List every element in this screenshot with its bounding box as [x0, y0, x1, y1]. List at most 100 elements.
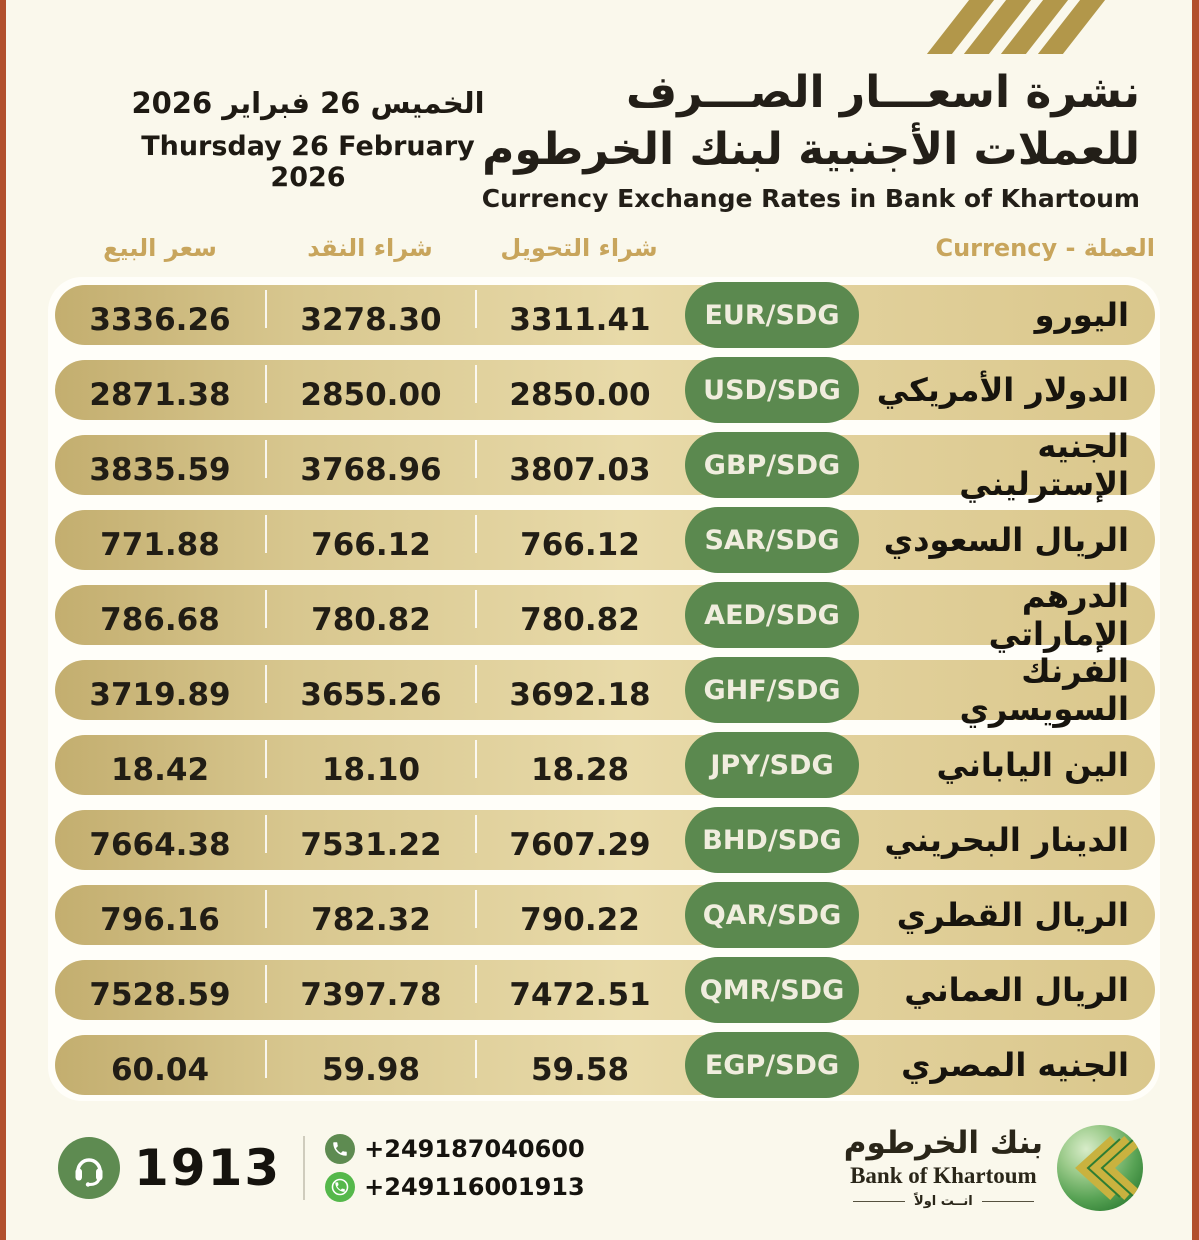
cash-buy-value: 59.98	[321, 1052, 421, 1088]
currency-name-arabic: الدرهم الإماراتي	[988, 577, 1129, 653]
column-divider	[475, 515, 477, 553]
sell-value: 3719.89	[89, 677, 231, 713]
cash-buy-value: 3278.30	[300, 302, 442, 338]
phone-icon	[325, 1134, 356, 1164]
transfer-buy-value: 3807.03	[509, 452, 651, 488]
bank-of-khartoum-logo: بنك الخرطوم Bank of Khartoum انــت اولاً	[844, 1125, 1143, 1211]
cash-buy-value: 766.12	[311, 527, 431, 563]
bank-name-arabic: بنك الخرطوم	[843, 1124, 1043, 1161]
column-header-cash-buy: شراء النقد	[307, 234, 433, 262]
tagline-line	[853, 1200, 906, 1202]
bank-tagline: انــت اولاً	[844, 1194, 1043, 1209]
left-border-strip	[0, 0, 6, 1240]
transfer-buy-value: 3311.41	[509, 302, 651, 338]
tagline-text: انــت اولاً	[914, 1193, 973, 1209]
table-header-row: سعر البيع شراء النقد شراء التحويل العملة…	[55, 234, 1155, 262]
footer: 1913 +249187040600 +249116001913	[58, 1118, 1143, 1218]
table-row: 771.88 766.12 766.12 الريال السعودي SAR/…	[55, 507, 1155, 573]
transfer-buy-value: 18.28	[530, 752, 630, 788]
column-divider	[475, 815, 477, 853]
column-divider	[265, 890, 267, 928]
title-english: Currency Exchange Rates in Bank of Khart…	[481, 184, 1140, 214]
currency-pair-badge: BHD/SDG	[685, 807, 859, 873]
sell-value: 2871.38	[89, 377, 231, 413]
currency-name-arabic: الدولار الأمريكي	[876, 371, 1129, 409]
currency-name-arabic: الين الياباني	[936, 746, 1129, 784]
rates-table: 3336.26 3278.30 3311.41 اليورو EUR/SDG 2…	[55, 282, 1155, 1110]
gold-diagonal-stripes-decoration	[926, 0, 1106, 54]
column-divider	[475, 890, 477, 928]
column-divider	[475, 440, 477, 478]
whatsapp-icon	[325, 1172, 356, 1202]
date-block: الخميس 26 فبراير 2026 Thursday 26 Februa…	[118, 86, 498, 193]
currency-pair-badge: USD/SDG	[685, 357, 859, 423]
column-divider	[475, 590, 477, 628]
table-row: 786.68 780.82 780.82 الدرهم الإماراتي AE…	[55, 577, 1155, 653]
table-row: 7528.59 7397.78 7472.51 الريال العماني Q…	[55, 957, 1155, 1023]
sell-value: 18.42	[110, 752, 210, 788]
transfer-buy-value: 59.58	[530, 1052, 630, 1088]
title-arabic-line2: للعملات الأجنبية لبنك الخرطوم	[482, 124, 1140, 176]
currency-pair-badge: AED/SDG	[685, 582, 859, 648]
currency-pair-badge: QMR/SDG	[685, 957, 859, 1023]
sell-value: 3835.59	[89, 452, 231, 488]
phone-number: +249187040600	[364, 1135, 585, 1163]
cash-buy-value: 18.10	[321, 752, 421, 788]
column-divider	[265, 365, 267, 403]
page-title: نشرة اسعـــار الصـــرف للعملات الأجنبية …	[482, 64, 1140, 213]
bank-logo-text: بنك الخرطوم Bank of Khartoum انــت اولاً	[843, 1124, 1043, 1209]
column-divider	[265, 515, 267, 553]
table-row: 3835.59 3768.96 3807.03 الجنيه الإسترلين…	[55, 427, 1155, 503]
currency-pair-badge: EGP/SDG	[685, 1032, 859, 1098]
headset-icon	[58, 1137, 120, 1199]
cash-buy-value: 7531.22	[300, 827, 442, 863]
transfer-buy-value: 2850.00	[509, 377, 651, 413]
currency-pair-badge: GBP/SDG	[685, 432, 859, 498]
sell-value: 7664.38	[89, 827, 231, 863]
currency-name-arabic: الفرنك السويسري	[959, 652, 1129, 728]
transfer-buy-value: 7472.51	[509, 977, 651, 1013]
transfer-buy-value: 3692.18	[509, 677, 651, 713]
column-divider	[475, 290, 477, 328]
column-divider	[265, 665, 267, 703]
hotline-number: 1913	[134, 1139, 282, 1197]
cash-buy-value: 780.82	[311, 602, 431, 638]
table-row: 796.16 782.32 790.22 الريال القطري QAR/S…	[55, 882, 1155, 948]
whatsapp-number: +249116001913	[364, 1173, 585, 1201]
column-divider	[265, 440, 267, 478]
title-arabic-line1: نشرة اسعـــار الصـــرف	[626, 67, 1140, 118]
whatsapp-line: +249116001913	[325, 1172, 585, 1202]
column-divider	[475, 965, 477, 1003]
cash-buy-value: 2850.00	[300, 377, 442, 413]
date-english: Thursday 26 February 2026	[141, 131, 475, 193]
currency-name-arabic: الريال القطري	[896, 896, 1129, 934]
currency-pair-badge: EUR/SDG	[685, 282, 859, 348]
transfer-buy-value: 780.82	[520, 602, 640, 638]
footer-divider	[303, 1136, 306, 1200]
transfer-buy-value: 7607.29	[509, 827, 651, 863]
transfer-buy-value: 766.12	[520, 527, 640, 563]
bank-name-english: Bank of Khartoum	[850, 1162, 1037, 1188]
table-row: 2871.38 2850.00 2850.00 الدولار الأمريكي…	[55, 357, 1155, 423]
table-row: 7664.38 7531.22 7607.29 الدينار البحريني…	[55, 807, 1155, 873]
sell-value: 786.68	[100, 602, 220, 638]
cash-buy-value: 7397.78	[300, 977, 442, 1013]
currency-name-arabic: الدينار البحريني	[884, 821, 1129, 859]
column-header-currency: العملة - Currency	[935, 234, 1155, 262]
column-divider	[265, 965, 267, 1003]
currency-pair-badge: JPY/SDG	[685, 732, 859, 798]
currency-pair-badge: SAR/SDG	[685, 507, 859, 573]
contact-numbers: +249187040600 +249116001913	[325, 1134, 585, 1202]
table-row: 18.42 18.10 18.28 الين الياباني JPY/SDG	[55, 732, 1155, 798]
sell-value: 771.88	[100, 527, 220, 563]
table-row: 3336.26 3278.30 3311.41 اليورو EUR/SDG	[55, 282, 1155, 348]
sell-value: 7528.59	[89, 977, 231, 1013]
column-divider	[265, 740, 267, 778]
bank-globe-icon	[1057, 1125, 1143, 1211]
currency-name-arabic: الجنيه المصري	[901, 1046, 1129, 1084]
currency-name-arabic: اليورو	[1034, 296, 1129, 334]
currency-pair-badge: GHF/SDG	[685, 657, 859, 723]
column-divider	[475, 365, 477, 403]
column-divider	[265, 290, 267, 328]
